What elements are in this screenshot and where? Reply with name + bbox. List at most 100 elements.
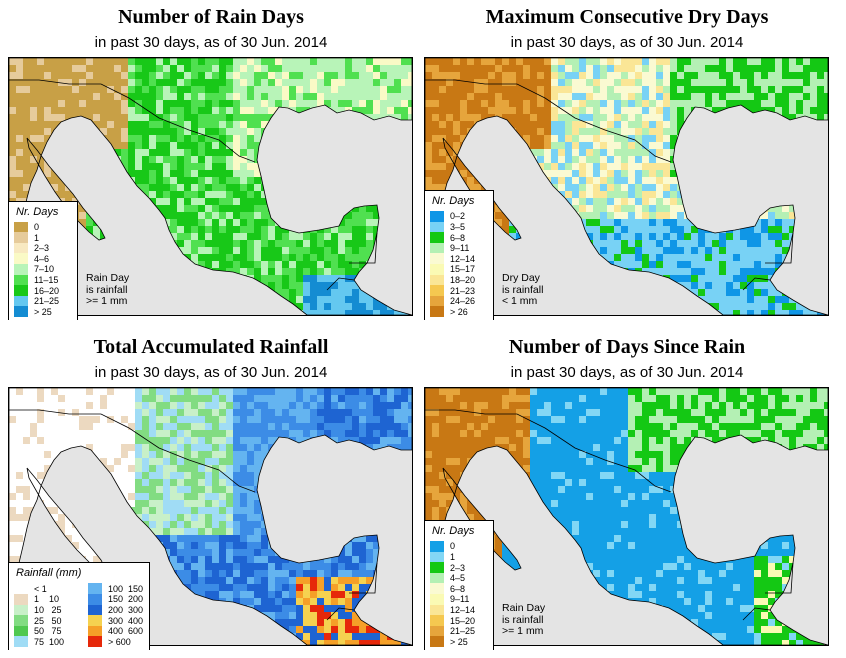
definition-note: Rain Day is rainfall >= 1 mm bbox=[502, 602, 546, 637]
legend-item: > 25 bbox=[430, 636, 488, 647]
legend-item: 18–20 bbox=[430, 274, 488, 286]
legend-swatch bbox=[14, 594, 28, 605]
legend-swatch bbox=[14, 253, 28, 265]
legend-swatch bbox=[14, 221, 28, 233]
legend-label: 100 150 bbox=[108, 583, 144, 594]
legend-title: Rainfall (mm) bbox=[16, 567, 82, 580]
legend-swatch bbox=[430, 221, 444, 233]
legend-title: Nr. Days bbox=[16, 205, 59, 218]
legend-swatch bbox=[14, 625, 28, 637]
legend-item: 7–10 bbox=[14, 264, 72, 275]
legend-swatch bbox=[430, 625, 444, 637]
legend-item: 16–20 bbox=[14, 285, 72, 296]
legend-item: 2–3 bbox=[14, 242, 72, 254]
legend-dry-days: Nr. Days 0–2 3–5 6–8 9–11 12–14 15–17 18–20 21–… bbox=[424, 190, 494, 320]
legend-swatch bbox=[14, 306, 28, 317]
legend-label: 3–5 bbox=[450, 221, 466, 232]
panel-title: Number of Days Since Rain bbox=[508, 336, 746, 358]
panel-subtitle: in past 30 days, as of 30 Jun. 2014 bbox=[510, 364, 744, 381]
legend-label: 9–11 bbox=[450, 594, 470, 605]
legend-title: Nr. Days bbox=[432, 195, 475, 208]
legend-swatch bbox=[88, 604, 102, 616]
legend-item: 0 bbox=[14, 221, 72, 233]
legend-days-since-rain: Nr. Days 0 1 2–3 4–5 6–8 9–11 12–14 15–20 21–25 >… bbox=[424, 520, 494, 650]
legend-item: 12–14 bbox=[430, 253, 488, 265]
legend-item: 9–11 bbox=[430, 594, 488, 605]
legend-item: 12–14 bbox=[430, 604, 488, 616]
legend-label: > 25 bbox=[34, 306, 52, 317]
panel-total-rainfall: Total Accumulated Rainfall in past 30 da… bbox=[6, 330, 416, 650]
legend-label: 24–26 bbox=[450, 296, 476, 307]
legend-item: 4–6 bbox=[14, 253, 72, 265]
legend-item: 11–15 bbox=[14, 274, 72, 286]
legend-swatch bbox=[88, 625, 102, 637]
legend-item: < 1 bbox=[14, 583, 82, 595]
legend-label: 15–17 bbox=[450, 264, 476, 275]
legend-item: > 25 bbox=[14, 306, 72, 317]
legend-item: 1 bbox=[430, 551, 488, 563]
legend-item: 25 50 bbox=[14, 615, 82, 626]
legend-label: 18–20 bbox=[450, 274, 476, 285]
legend-label: 12–14 bbox=[450, 253, 476, 264]
legend-item: 400 600 bbox=[88, 625, 156, 637]
legend-label: 50 75 bbox=[34, 626, 62, 637]
legend-item: 2–3 bbox=[430, 562, 488, 573]
legend-swatch bbox=[430, 242, 444, 254]
legend-swatch bbox=[88, 636, 102, 647]
legend-swatch bbox=[430, 232, 444, 243]
legend-swatch bbox=[14, 604, 28, 616]
legend-label: 400 600 bbox=[108, 626, 144, 637]
legend-swatch bbox=[14, 264, 28, 275]
legend-item: 6–8 bbox=[430, 232, 488, 243]
legend-item: 3–5 bbox=[430, 221, 488, 233]
legend-swatch bbox=[14, 232, 28, 243]
legend-swatch bbox=[14, 583, 28, 595]
legend-label: 25 50 bbox=[34, 615, 62, 626]
legend-swatch bbox=[430, 295, 444, 307]
panel-rain-days: Number of Rain Days in past 30 days, as … bbox=[6, 0, 416, 320]
panel-subtitle: in past 30 days, as of 30 Jun. 2014 bbox=[94, 34, 328, 51]
legend-label: > 26 bbox=[450, 306, 468, 317]
legend-label: 21–25 bbox=[450, 626, 476, 637]
legend-item: 1 10 bbox=[14, 594, 82, 605]
legend-swatch bbox=[430, 211, 444, 222]
legend-label: 21–23 bbox=[450, 285, 476, 296]
legend-swatch bbox=[14, 274, 28, 286]
legend-label: 75 100 bbox=[34, 636, 65, 647]
legend-swatch bbox=[88, 615, 102, 626]
legend-label: 6–8 bbox=[450, 583, 466, 594]
legend-swatch bbox=[430, 604, 444, 616]
legend-title: Nr. Days bbox=[432, 525, 475, 538]
legend-item: 75 100 bbox=[14, 636, 82, 647]
legend-swatch bbox=[430, 253, 444, 265]
legend-swatch bbox=[14, 285, 28, 296]
legend-item: 200 300 bbox=[88, 604, 156, 616]
legend-swatch bbox=[88, 583, 102, 595]
legend-item: 15–20 bbox=[430, 615, 488, 626]
legend-item: 10 25 bbox=[14, 604, 82, 616]
legend-item: 300 400 bbox=[88, 615, 156, 626]
legend-item: 1 bbox=[14, 232, 72, 243]
legend-label: 2–3 bbox=[450, 562, 466, 573]
legend-item: 150 200 bbox=[88, 594, 156, 605]
legend-swatch bbox=[430, 541, 444, 552]
panel-subtitle: in past 30 days, as of 30 Jun. 2014 bbox=[510, 34, 744, 51]
legend-swatch bbox=[430, 615, 444, 626]
legend-label: 6–8 bbox=[450, 232, 466, 243]
legend-label: 16–20 bbox=[34, 285, 60, 296]
legend-swatch bbox=[430, 551, 444, 563]
legend-label: 300 400 bbox=[108, 615, 144, 626]
legend-swatch bbox=[430, 285, 444, 296]
legend-swatch bbox=[14, 636, 28, 647]
legend-label: 4–6 bbox=[34, 253, 50, 264]
legend-label: 200 300 bbox=[108, 604, 144, 615]
panel-title: Total Accumulated Rainfall bbox=[93, 336, 329, 358]
legend-label: 12–14 bbox=[450, 604, 476, 615]
definition-note: Rain Day is rainfall >= 1 mm bbox=[86, 272, 130, 307]
legend-label: 4–5 bbox=[450, 573, 466, 584]
map-rain-days[interactable] bbox=[8, 57, 413, 316]
legend-label: > 600 bbox=[108, 636, 131, 647]
legend-item: 21–25 bbox=[430, 625, 488, 637]
legend-rain-days: Nr. Days 0 1 2–3 4–6 7–10 11–15 16–20 21–25 > 25 bbox=[8, 200, 78, 320]
